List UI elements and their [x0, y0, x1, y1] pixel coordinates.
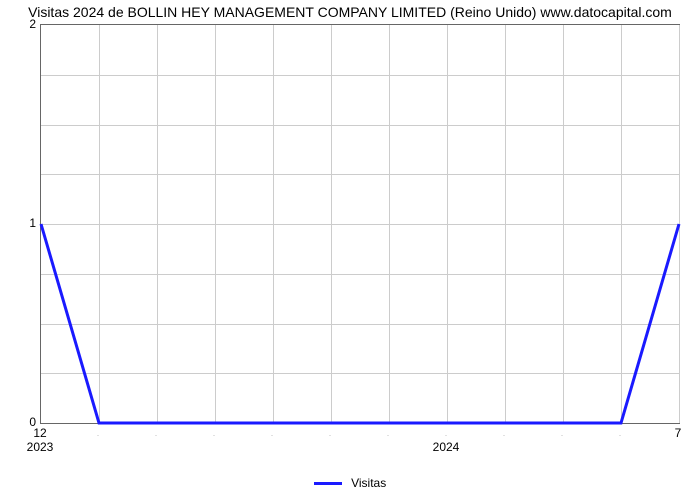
x-axis-minor-tick: . — [619, 428, 622, 438]
x-axis-year-label: 2023 — [27, 440, 54, 454]
chart-title: Visitas 2024 de BOLLIN HEY MANAGEMENT CO… — [0, 4, 700, 20]
x-axis-minor-tick: . — [271, 428, 274, 438]
chart-root: Visitas 2024 de BOLLIN HEY MANAGEMENT CO… — [0, 0, 700, 500]
x-axis-minor-tick: . — [445, 428, 448, 438]
x-axis-label: 12 — [33, 426, 46, 440]
y-axis-label: 1 — [22, 216, 36, 230]
series-line — [41, 25, 679, 423]
x-axis-minor-tick: . — [561, 428, 564, 438]
gridline-vertical — [679, 25, 680, 423]
legend-swatch — [314, 482, 342, 485]
legend-label: Visitas — [351, 476, 386, 490]
x-axis-minor-tick: . — [329, 428, 332, 438]
x-axis-year-label: 2024 — [433, 440, 460, 454]
x-axis-minor-tick: . — [213, 428, 216, 438]
x-axis-label: 7 — [675, 426, 682, 440]
x-axis-minor-tick: . — [155, 428, 158, 438]
y-axis-label: 2 — [22, 17, 36, 31]
plot-area — [40, 24, 680, 424]
legend: Visitas — [0, 476, 700, 490]
x-axis-minor-tick: . — [503, 428, 506, 438]
x-axis-minor-tick: . — [387, 428, 390, 438]
x-axis-minor-tick: . — [97, 428, 100, 438]
